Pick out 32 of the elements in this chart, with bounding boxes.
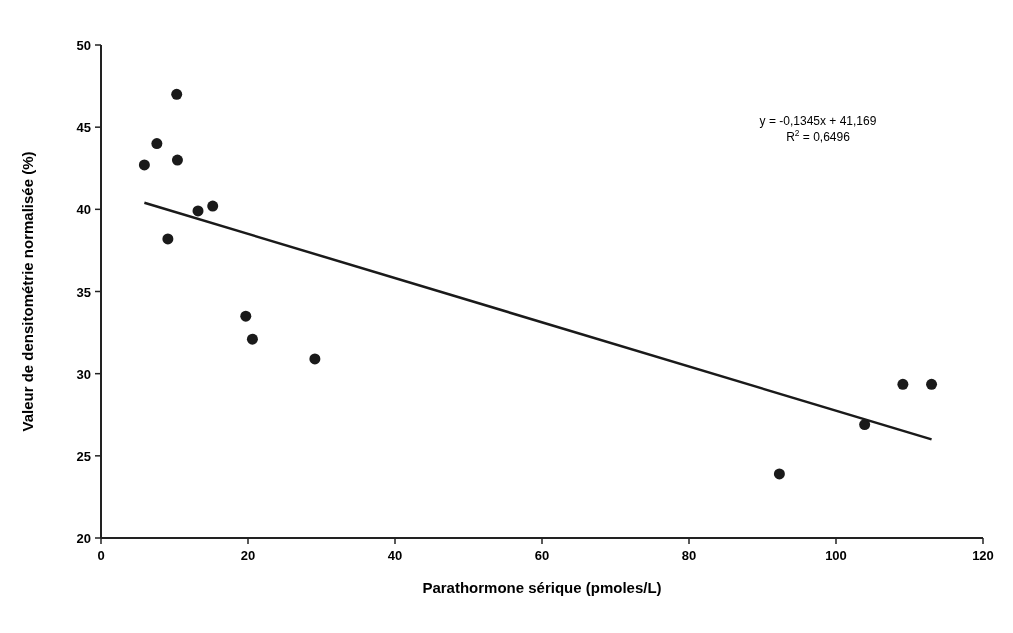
x-tick-label: 120 xyxy=(972,548,994,563)
y-tick-label: 30 xyxy=(76,366,91,382)
point xyxy=(240,310,252,322)
y-tick-label: 45 xyxy=(76,120,91,136)
y-tick-label: 50 xyxy=(76,38,91,53)
y-tick-label: 20 xyxy=(76,531,91,546)
annotation: R$^{2}$ = 0,6496 xyxy=(786,128,851,144)
point xyxy=(859,419,871,431)
y-axis-title: Valeur de densitométrie normalisée (%) xyxy=(19,151,36,432)
point xyxy=(151,138,163,150)
point xyxy=(309,353,321,365)
point xyxy=(171,88,183,100)
x-tick-label: 20 xyxy=(240,548,256,563)
point xyxy=(897,378,909,390)
x-tick-label: 40 xyxy=(387,548,403,563)
x-axis-title: Parathormone sérique (pmoles/L) xyxy=(422,579,662,596)
point xyxy=(926,378,938,390)
y-tick-label: 25 xyxy=(76,448,91,464)
point xyxy=(773,468,785,480)
point xyxy=(171,154,183,166)
point xyxy=(162,233,174,245)
point xyxy=(246,333,258,345)
point xyxy=(138,159,150,171)
x-tick-label: 80 xyxy=(681,548,697,563)
x-tick-label: 0 xyxy=(97,548,105,563)
annotation: y = -0,1345x + 41,169 xyxy=(759,114,877,128)
x-tick-label: 100 xyxy=(825,548,847,563)
x-tick-label: 60 xyxy=(534,548,550,563)
point xyxy=(207,200,219,212)
y-tick-label: 40 xyxy=(76,202,91,218)
point xyxy=(192,205,204,217)
y-tick-label: 35 xyxy=(76,284,91,300)
